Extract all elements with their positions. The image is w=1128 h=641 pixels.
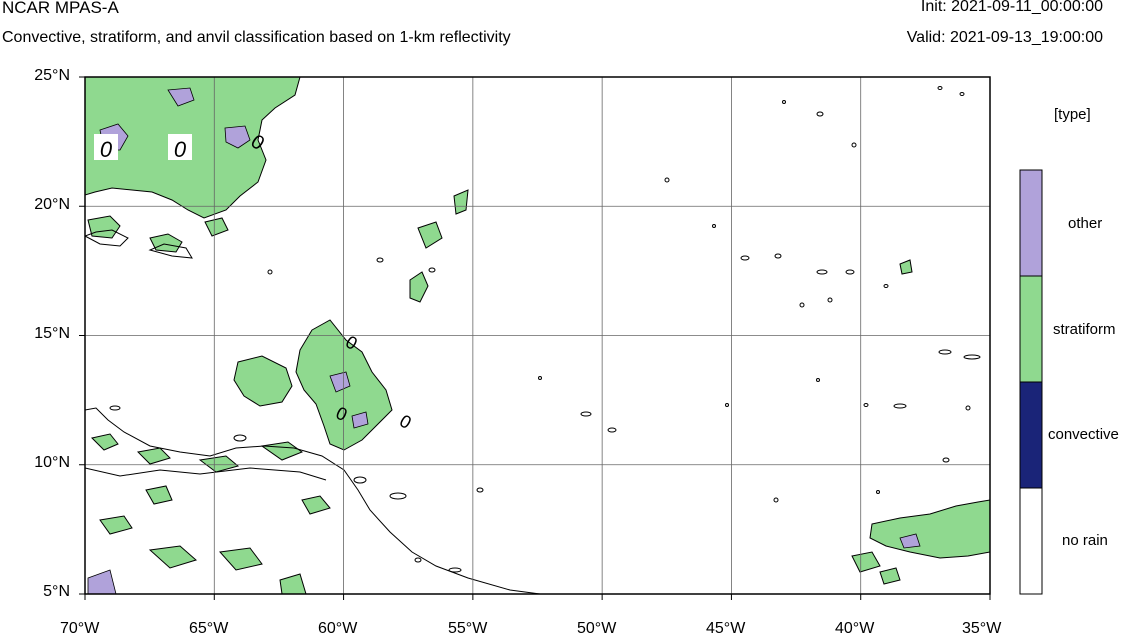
other-area [224,125,251,149]
stratiform-area [233,355,293,407]
stratiform-area [279,573,307,594]
coastline [85,229,541,594]
scattered-cells [109,86,981,573]
legend-swatch-convective [1019,381,1043,489]
legend-title: [type] [1054,106,1091,123]
lon-label-35w: 35°W [962,620,1002,637]
other-area [351,411,369,429]
legend-label-convective: convective [1048,426,1119,443]
valid-time: Valid: 2021-09-13_19:00:00 [906,29,1103,46]
stratiform-area [85,77,301,219]
other-area [899,533,921,549]
lat-label-25n: 25°N [34,67,70,84]
contour-labels: 0 0 0 0 0 0 [94,131,415,433]
stratiform-area [453,189,469,215]
stratiform-area [204,217,229,237]
stratiform-area [91,433,119,451]
stratiform-area [417,221,443,249]
lon-label-45w: 45°W [706,620,746,637]
lon-label-40w: 40°W [835,620,875,637]
legend-colorbar [1019,169,1043,595]
other-area [167,87,195,107]
stratiform-area [99,515,133,535]
stratiform-area [148,545,198,569]
init-time: Init: 2021-09-11_00:00:00 [920,0,1103,15]
lon-label-70w: 70°W [60,620,100,637]
lat-label-20n: 20°N [34,196,70,213]
contour-label: 0 [174,137,187,162]
contour-label: 0 [100,137,113,162]
stratiform-area [198,455,240,473]
stratiform-area [301,495,331,515]
lon-label-55w: 55°W [448,620,488,637]
other-area [329,371,351,393]
lat-label-5n: 5°N [43,583,70,600]
legend-label-stratiform: stratiform [1053,321,1116,338]
stratiform-area [899,259,913,275]
lon-label-60w: 60°W [318,620,358,637]
axis-ticks [79,76,991,600]
stratiform-area [219,547,263,571]
legend-swatch-no-rain [1019,487,1043,595]
other-area [87,569,117,594]
stratiform-area [879,567,901,585]
map-title: NCAR MPAS-A [2,0,119,17]
lat-label-10n: 10°N [34,454,70,471]
stratiform-area [851,551,881,573]
stratiform-area [136,447,171,465]
stratiform-area [869,499,990,559]
lat-label-15n: 15°N [34,325,70,342]
stratiform-area [409,271,429,303]
lon-label-65w: 65°W [189,620,229,637]
legend-swatch-other [1019,169,1043,277]
stratiform-area [145,485,173,505]
legend-label-no-rain: no rain [1062,532,1108,549]
legend-label-other: other [1068,215,1103,232]
map-subtitle: Convective, stratiform, and anvil classi… [2,29,511,46]
lon-label-50w: 50°W [577,620,617,637]
map-grid [85,77,990,594]
legend-swatch-stratiform [1019,275,1043,383]
